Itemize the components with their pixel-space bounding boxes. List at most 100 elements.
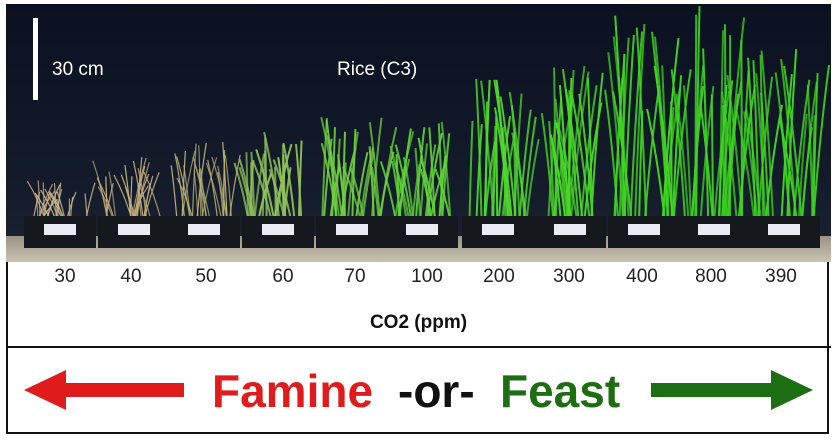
rice-blade <box>264 137 268 223</box>
pot-tag <box>628 224 660 235</box>
rice-blade <box>525 139 540 223</box>
rice-blade <box>812 64 830 223</box>
rice-blade <box>612 91 633 223</box>
rice-photo-canvas <box>6 4 831 262</box>
pot-tag <box>118 224 150 235</box>
co2-level-label: 30 <box>54 266 76 287</box>
rice-blade <box>337 154 347 223</box>
rice-blade <box>354 151 369 223</box>
rice-blade <box>743 111 759 223</box>
rice-blade <box>440 121 452 223</box>
rice-blade <box>783 65 803 223</box>
rice-blade <box>224 155 233 223</box>
rice-blade <box>562 68 580 223</box>
rice-blade <box>764 104 783 223</box>
rice-blade <box>801 81 818 223</box>
left-arrow-icon <box>24 370 184 410</box>
rice-blade <box>590 72 604 223</box>
pot-tag <box>406 224 438 235</box>
rice-blade <box>198 145 202 223</box>
rice-blade <box>136 157 143 223</box>
rice-blade <box>604 89 620 223</box>
rice-blade <box>623 34 635 223</box>
rice-blade <box>550 137 562 223</box>
rice-blade <box>760 50 775 223</box>
rice-blade <box>253 153 265 223</box>
right-arrow-icon <box>651 370 813 410</box>
rice-blade <box>710 94 715 223</box>
rice-blade <box>468 120 474 223</box>
rice-blade <box>607 52 625 223</box>
rice-blade <box>699 104 714 223</box>
rice-blade <box>579 85 598 223</box>
photo-title: Rice (C3) <box>337 59 418 80</box>
pot-tag <box>188 224 220 235</box>
rice-blade <box>331 127 336 223</box>
rice-blade <box>176 156 192 223</box>
rice-blade <box>282 154 286 223</box>
rice-blade <box>811 115 816 223</box>
co2-level-label: 50 <box>195 266 217 287</box>
rice-blade <box>192 156 208 223</box>
rice-blade <box>556 122 569 223</box>
co2-level-label: 40 <box>120 266 142 287</box>
rice-blade <box>370 117 383 223</box>
rice-blade <box>735 111 756 223</box>
or-label: -or- <box>398 365 475 417</box>
co2-level-row: 30 40 50 60 70 100 200 300 400 800 390 <box>0 266 837 292</box>
rice-blade <box>196 143 207 223</box>
rice-blade <box>629 31 644 223</box>
famine-feast-banner: Famine -or- Feast <box>0 352 837 432</box>
rice-blade <box>737 84 756 223</box>
pot-tag <box>336 224 368 235</box>
rice-photo: 30 cm Rice (C3) <box>6 4 831 262</box>
rice-blade <box>812 73 819 223</box>
rice-blade <box>670 69 687 223</box>
rice-blade <box>797 113 808 223</box>
rice-blade <box>395 154 401 223</box>
pot-tag <box>44 224 76 235</box>
rice-blade <box>612 36 630 223</box>
rice-blade <box>540 113 555 223</box>
rice-blade <box>779 121 798 223</box>
rice-blade <box>495 116 499 223</box>
pot-row <box>24 216 820 248</box>
rice-blade <box>702 48 710 223</box>
co2-level-label: 390 <box>765 266 797 287</box>
rice-blade <box>398 128 412 223</box>
rice-blade <box>518 109 532 223</box>
rice-blade <box>351 129 357 223</box>
co2-axis-label: CO2 (ppm) <box>369 312 468 333</box>
rice-blade <box>661 37 680 223</box>
rice-blade <box>621 53 626 223</box>
pot-tag <box>768 224 800 235</box>
pot-tag <box>482 224 514 235</box>
pot-tag <box>698 224 730 235</box>
scale-bar <box>33 18 38 100</box>
rice-blade <box>389 145 408 223</box>
rice-blade <box>425 132 443 223</box>
rice-blade <box>675 93 690 223</box>
rice-blade <box>694 14 698 223</box>
rice-blade <box>341 131 346 223</box>
rice-blade <box>255 149 276 223</box>
rice-blade <box>322 138 333 223</box>
rice-blade <box>320 143 339 223</box>
rice-blade <box>200 157 218 223</box>
rice-blade <box>359 146 374 223</box>
rice-blade <box>722 105 725 223</box>
rice-blade <box>320 116 341 223</box>
rice-blade <box>297 140 303 223</box>
rice-blade <box>475 78 483 223</box>
co2-level-label: 800 <box>695 266 727 287</box>
rice-blade <box>414 127 426 223</box>
rice-blade <box>424 144 437 223</box>
rice-blade <box>191 143 197 223</box>
rice-blade <box>321 118 328 223</box>
co2-level-label: 200 <box>483 266 515 287</box>
rice-blade <box>480 80 495 223</box>
rice-blade <box>759 54 765 223</box>
rice-blade <box>717 85 728 223</box>
rice-blade <box>569 71 590 223</box>
rice-blade <box>643 85 661 223</box>
